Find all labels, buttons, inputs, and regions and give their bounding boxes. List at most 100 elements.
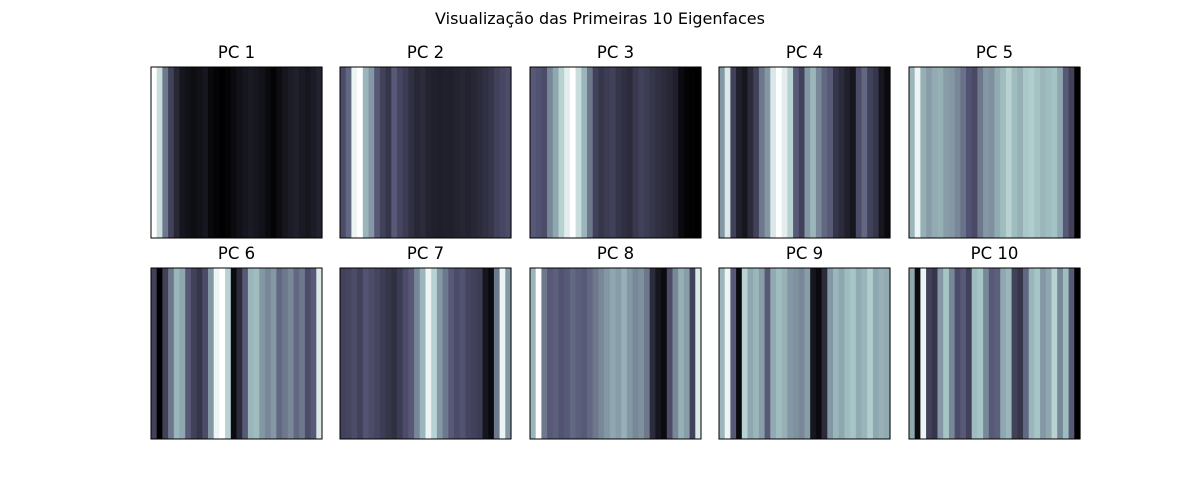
stripe — [345, 268, 352, 439]
stripe — [362, 67, 370, 238]
stripe — [1017, 268, 1024, 439]
stripe — [988, 67, 996, 238]
stripe — [558, 268, 565, 439]
stripe — [151, 268, 158, 439]
stripe — [781, 67, 788, 238]
stripe — [793, 268, 800, 439]
stripe — [179, 67, 186, 238]
stripe — [1028, 67, 1035, 238]
stripe — [1051, 268, 1058, 439]
stripe — [943, 268, 950, 439]
stripe — [265, 67, 272, 238]
stripe — [368, 67, 375, 238]
panel-frame — [908, 66, 1081, 239]
stripe — [1062, 268, 1070, 439]
stripe — [236, 67, 243, 238]
stripe — [661, 268, 668, 439]
stripe — [1068, 67, 1075, 238]
stripe — [937, 67, 944, 238]
panel-frame — [339, 66, 512, 239]
stripe — [649, 67, 656, 238]
stripe — [476, 67, 484, 238]
stripe — [471, 268, 478, 439]
stripe — [552, 268, 560, 439]
stripe — [598, 67, 605, 238]
stripe — [1051, 67, 1058, 238]
stripe — [592, 268, 599, 439]
stripe — [604, 268, 611, 439]
stripe — [833, 67, 840, 238]
eigenface-panel-4: PC 4 — [718, 43, 891, 239]
stripe — [695, 67, 702, 238]
stripe — [850, 67, 857, 238]
stripe — [1040, 67, 1047, 238]
stripe — [966, 268, 973, 439]
stripe — [609, 67, 617, 238]
stripe — [179, 268, 186, 439]
stripe — [357, 67, 364, 238]
stripe — [878, 268, 885, 439]
eigenface-panel-8: PC 8 — [529, 244, 702, 440]
stripe — [683, 268, 691, 439]
stripe — [770, 67, 777, 238]
stripe — [505, 268, 512, 439]
stripe — [247, 268, 255, 439]
stripe — [678, 268, 685, 439]
stripe — [804, 268, 811, 439]
stripe — [931, 268, 939, 439]
stripe — [482, 268, 489, 439]
stripe — [1028, 268, 1035, 439]
stripe — [168, 268, 175, 439]
stripe — [747, 67, 754, 238]
stripe — [402, 67, 409, 238]
stripe — [230, 268, 238, 439]
stripe — [162, 67, 169, 238]
stripe — [581, 67, 588, 238]
stripe — [821, 268, 828, 439]
stripe — [535, 268, 542, 439]
stripe — [374, 268, 381, 439]
stripe — [689, 268, 696, 439]
stripe — [747, 268, 754, 439]
stripe — [638, 268, 645, 439]
stripe — [920, 268, 927, 439]
stripe — [168, 67, 175, 238]
stripe — [436, 268, 444, 439]
stripe — [1011, 268, 1018, 439]
panel-frame — [529, 267, 702, 440]
stripe — [1005, 268, 1013, 439]
stripe — [948, 67, 956, 238]
stripe — [678, 67, 685, 238]
stripe — [564, 67, 571, 238]
stripe — [408, 268, 415, 439]
stripe — [867, 268, 874, 439]
stripe — [276, 268, 283, 439]
stripe — [530, 67, 537, 238]
stripe — [621, 67, 628, 238]
stripe — [884, 268, 891, 439]
stripe — [804, 67, 811, 238]
stripe — [724, 67, 731, 238]
stripe — [672, 67, 679, 238]
stripe — [844, 67, 851, 238]
stripe — [931, 67, 939, 238]
stripe — [488, 67, 495, 238]
stripe — [954, 67, 961, 238]
stripe — [644, 67, 651, 238]
stripe — [994, 268, 1001, 439]
stripe — [535, 67, 542, 238]
stripe — [948, 268, 956, 439]
stripe — [259, 268, 266, 439]
panel-title: PC 2 — [407, 43, 444, 62]
stripe — [173, 268, 181, 439]
stripe — [459, 67, 466, 238]
stripe — [151, 67, 158, 238]
stripe — [926, 268, 933, 439]
stripe — [219, 67, 226, 238]
stripe — [770, 268, 777, 439]
panel-frame — [150, 66, 323, 239]
stripe — [855, 268, 863, 439]
stripe — [914, 268, 921, 439]
